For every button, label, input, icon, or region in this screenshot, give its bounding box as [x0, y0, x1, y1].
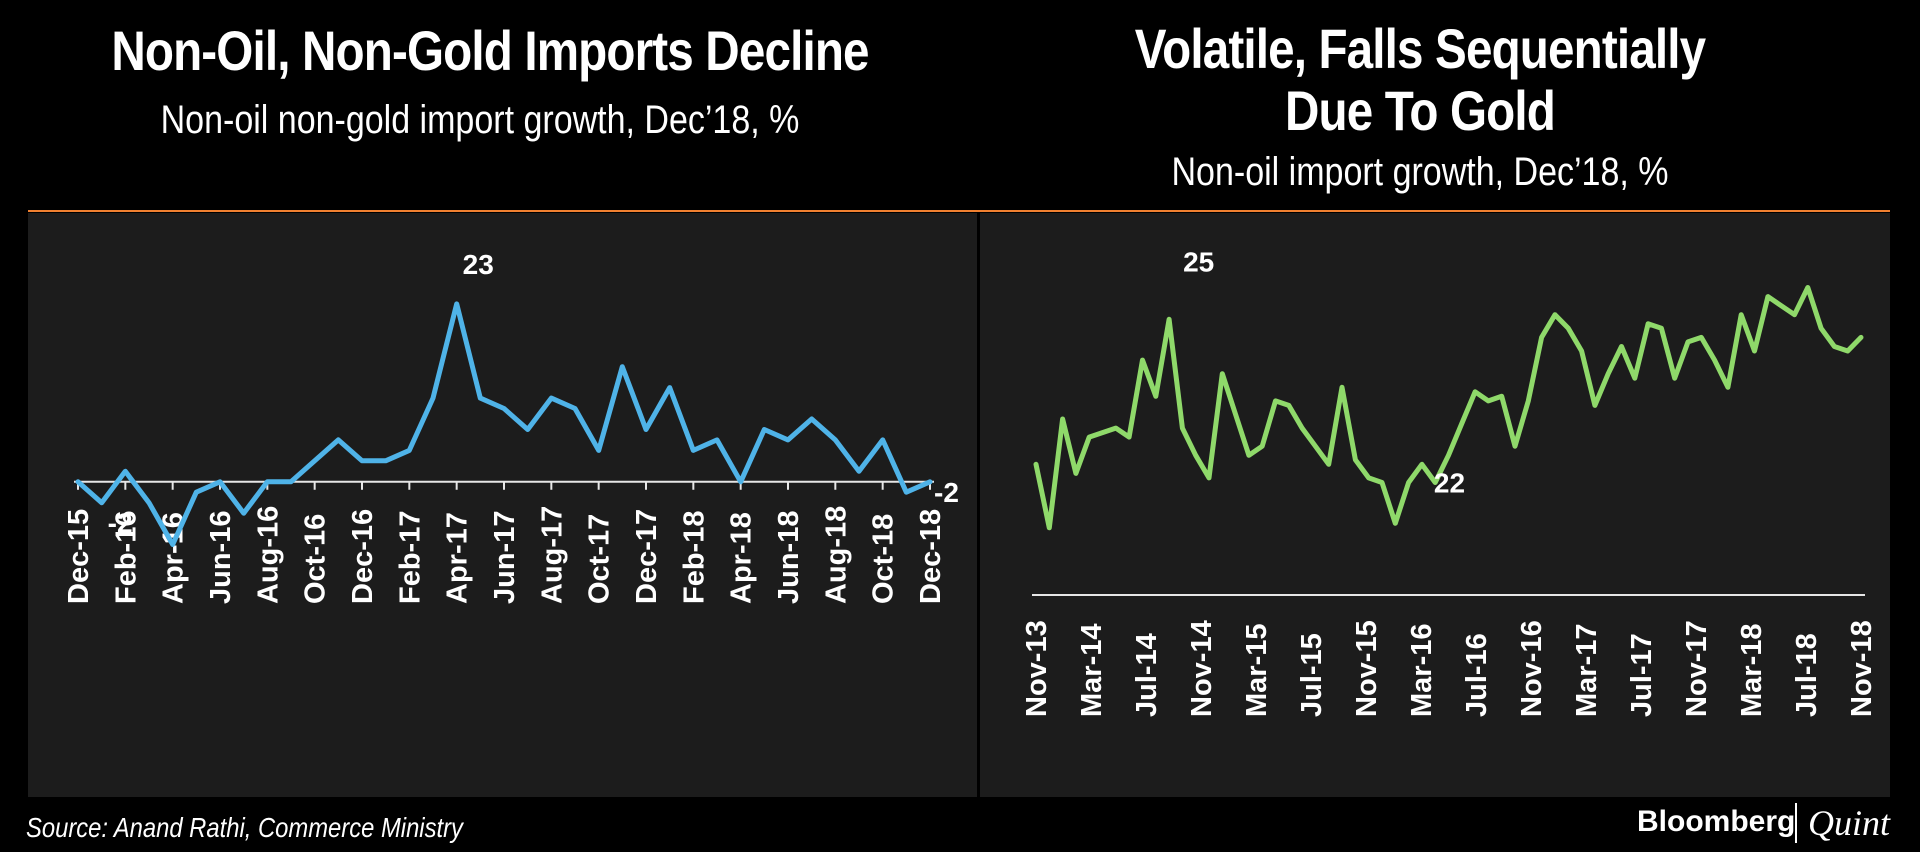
left-tick-label: Feb-17: [394, 511, 426, 604]
source-note: Source: Anand Rathi, Commerce Ministry: [26, 812, 463, 843]
right-tick-label: Nov-16: [1516, 620, 1548, 717]
right-tick-label: Mar-16: [1406, 624, 1438, 718]
right-title-line2: Due To Gold: [1284, 79, 1556, 142]
accent-rule: [28, 210, 1890, 212]
left-tick-label: Oct-16: [300, 514, 332, 604]
left-tick-label: Dec-17: [631, 509, 663, 604]
left-tick-label: Feb-18: [678, 511, 710, 604]
brand-logo: Bloomberg: [1637, 805, 1796, 838]
left-series-line: [75, 301, 933, 547]
right-tick-label: Jul-14: [1131, 633, 1163, 717]
left-tick-label: Feb-16: [110, 511, 142, 604]
left-tick-label: Jun-17: [489, 511, 521, 604]
right-data-label: 22: [1434, 467, 1465, 498]
left-chart-subtitle: Non-oil non-gold import growth, Dec’18, …: [160, 98, 800, 142]
right-tick-label: Mar-14: [1076, 624, 1108, 718]
left-tick-label: Dec-15: [63, 509, 95, 604]
right-tick-label: Jul-15: [1296, 633, 1328, 717]
right-tick-label: Jul-18: [1791, 633, 1823, 717]
right-tick-label: Mar-18: [1736, 624, 1768, 718]
left-chart-title: Non-Oil, Non-Gold Imports Decline: [111, 19, 869, 82]
brand-logo-suffix: Quint: [1808, 803, 1891, 843]
right-data-label: 25: [1183, 246, 1214, 277]
left-tick-label: Apr-18: [726, 512, 758, 604]
right-tick-label: Mar-15: [1241, 624, 1273, 718]
right-tick-label: Mar-17: [1571, 624, 1603, 718]
right-chart-subtitle: Non-oil import growth, Dec’18, %: [1171, 150, 1669, 194]
right-tick-label: Jul-17: [1626, 633, 1658, 717]
left-tick-label: Oct-18: [868, 514, 900, 604]
brand-separator: [1795, 803, 1797, 843]
right-chart-panel: [980, 213, 1890, 797]
right-tick-label: Nov-14: [1186, 620, 1218, 717]
right-series-line: [1033, 285, 1864, 531]
right-tick-label: Nov-17: [1681, 620, 1713, 717]
left-tick-label: Oct-17: [584, 514, 616, 604]
panel-divider: [977, 213, 980, 797]
right-title-line1: Volatile, Falls Sequentially: [1134, 17, 1706, 80]
left-data-label: 23: [463, 249, 494, 280]
right-tick-label: Nov-18: [1846, 620, 1878, 717]
left-tick-label: Dec-18: [915, 509, 947, 604]
left-data-label: -2: [108, 508, 133, 539]
left-tick-label: Aug-16: [252, 506, 284, 604]
left-data-label: -2: [934, 477, 959, 508]
left-tick-label: Apr-17: [442, 512, 474, 604]
right-tick-label: Jul-16: [1461, 633, 1493, 717]
left-tick-label: Jun-18: [773, 511, 805, 604]
right-chart-title: Volatile, Falls Sequentially Due To Gold: [1029, 18, 1811, 142]
left-tick-label: Jun-16: [205, 511, 237, 604]
left-tick-label: Aug-18: [820, 506, 852, 604]
left-tick-label: Dec-16: [347, 509, 379, 604]
right-tick-label: Nov-15: [1351, 620, 1383, 717]
left-tick-label: Aug-17: [536, 506, 568, 604]
left-chart-panel: [28, 213, 977, 797]
right-tick-label: Nov-13: [1021, 620, 1053, 717]
